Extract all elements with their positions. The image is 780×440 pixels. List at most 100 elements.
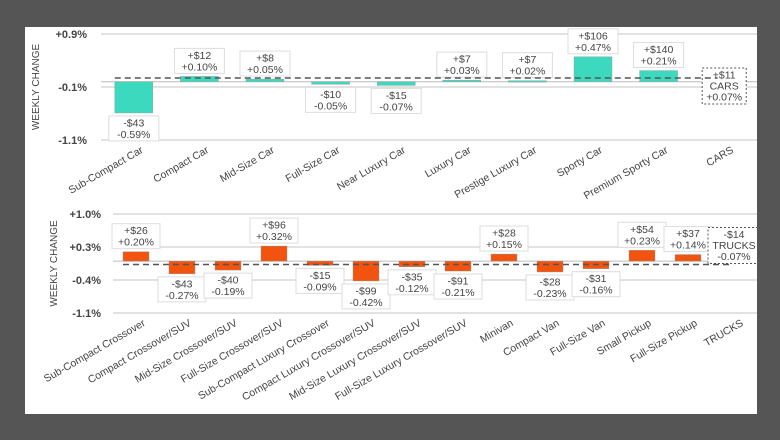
total-label-box <box>707 226 757 264</box>
bar <box>114 81 154 114</box>
data-label-percent: -0.19% <box>211 286 244 298</box>
data-label-percent: -0.12% <box>395 283 428 295</box>
data-label-box <box>203 272 253 299</box>
data-label-percent: -0.09% <box>303 281 336 293</box>
data-label-dollar: +$96 <box>262 220 286 232</box>
data-label-box <box>479 225 529 252</box>
x-tick-label: Sub-Compact Car <box>67 144 146 197</box>
data-label-dollar: +$26 <box>124 225 148 237</box>
bar <box>536 260 564 273</box>
bar <box>311 81 350 85</box>
total-label-box <box>701 67 747 105</box>
bar <box>245 78 285 82</box>
data-label-percent: -0.27% <box>165 290 198 302</box>
x-tick-label: Minivan <box>478 317 515 346</box>
total-label-percent: -0.07% <box>717 251 750 263</box>
data-label-dollar: -$43 <box>123 117 144 129</box>
x-tick-label: Compact Car <box>151 144 211 186</box>
data-label-percent: +0.20% <box>118 237 154 249</box>
data-label-dollar: +$37 <box>676 228 700 240</box>
data-label-percent: +0.47% <box>575 42 611 54</box>
data-label-dollar: -$43 <box>171 278 192 290</box>
chart-panel: +0.9% -0.1% -1.1% WEEKLY CHANGE -$43 -0.59% Su… <box>25 27 757 414</box>
data-label-percent: +0.02% <box>509 66 545 78</box>
bar <box>444 260 472 272</box>
weekly-change-charts: +0.9%-0.1%-1.1%WEEKLY CHANGE -$43-0.59%Su… <box>31 28 757 403</box>
bar <box>306 260 334 266</box>
data-label-box <box>111 223 161 250</box>
data-label-box <box>370 87 422 114</box>
data-label-dollar: -$91 <box>447 276 468 288</box>
data-label-percent: -0.42% <box>349 297 382 309</box>
data-label-box <box>239 50 291 77</box>
data-label-box <box>571 271 621 298</box>
data-label-box <box>567 28 619 55</box>
data-label-box <box>249 217 299 244</box>
data-label-dollar: +$7 <box>518 54 536 66</box>
chart-0: +0.9% -0.1% -1.1% WEEKLY CHANGE -$43-0.59% Su… <box>31 28 757 202</box>
data-label-percent: +0.05% <box>247 64 283 76</box>
y-tick-label: -0.4% <box>72 275 101 287</box>
data-label-percent: +0.10% <box>181 61 217 73</box>
x-tick-label: TRUCKS <box>702 317 745 349</box>
data-label-percent: +0.03% <box>444 65 480 77</box>
total-label-name: CARS <box>710 80 739 92</box>
bar <box>168 260 196 275</box>
bar <box>398 260 426 267</box>
x-tick-label: Near Luxury Car <box>335 144 408 193</box>
data-label-percent: -0.21% <box>441 287 474 299</box>
data-label-box <box>387 269 437 296</box>
y-tick-label: +0.3% <box>70 242 102 254</box>
data-label-dollar: -$15 <box>309 270 330 282</box>
data-label-dollar: +$106 <box>578 30 608 42</box>
data-label-dollar: +$12 <box>188 50 212 62</box>
y-axis-label: WEEKLY CHANGE <box>49 220 60 307</box>
bar <box>628 250 656 262</box>
data-label-box <box>341 283 391 310</box>
data-label-percent: +0.15% <box>486 239 522 251</box>
chart-1: +1.0%+0.3%-0.4%-1.1%WEEKLY CHANGE +$26+0.… <box>42 209 757 403</box>
x-tick-label: Luxury Car <box>423 144 474 180</box>
bar <box>260 245 288 262</box>
data-label-dollar: -$15 <box>386 90 407 102</box>
y-tick-label: +1.0% <box>70 209 102 221</box>
y-tick-label: +0.9% <box>56 29 88 41</box>
y-axis-label: WEEKLY CHANGE <box>31 44 42 131</box>
data-label-dollar: +$7 <box>453 54 471 66</box>
data-label-box <box>295 267 345 294</box>
bar <box>180 76 219 82</box>
bar <box>214 260 242 271</box>
bar <box>674 254 702 262</box>
bar <box>442 79 481 82</box>
data-label-percent: -0.07% <box>380 101 413 113</box>
data-label-dollar: -$28 <box>539 276 560 288</box>
data-label-dollar: -$10 <box>320 89 341 101</box>
data-label-box <box>501 52 553 79</box>
bar <box>508 80 547 83</box>
y-tick-label: -1.1% <box>58 135 87 147</box>
x-tick-label: Sporty Car <box>555 144 605 180</box>
data-label-box <box>436 51 488 78</box>
total-label-dollar: -$14 <box>723 229 744 241</box>
data-label-dollar: -$31 <box>585 273 606 285</box>
data-label-percent: -0.23% <box>533 288 566 300</box>
data-label-dollar: +$28 <box>492 228 516 240</box>
data-label-percent: +0.32% <box>256 231 292 243</box>
total-label-percent: +0.07% <box>706 91 742 103</box>
data-label-percent: -0.59% <box>117 129 150 141</box>
x-tick-label: CARS <box>704 144 735 169</box>
data-label-box <box>633 42 685 69</box>
bar <box>639 70 678 82</box>
data-label-dollar: -$99 <box>355 285 376 297</box>
bar <box>122 251 150 262</box>
data-label-percent: -0.05% <box>314 100 347 112</box>
y-tick-label: -1.1% <box>72 308 101 320</box>
bar <box>352 260 380 282</box>
data-label-box <box>433 273 483 300</box>
data-label-dollar: +$140 <box>644 44 674 56</box>
x-tick-label: Mid-Size Car <box>218 144 277 185</box>
y-tick-label: -0.1% <box>58 82 87 94</box>
data-label-dollar: +$8 <box>256 53 274 65</box>
data-label-box <box>157 276 207 303</box>
data-label-dollar: -$35 <box>401 271 422 283</box>
